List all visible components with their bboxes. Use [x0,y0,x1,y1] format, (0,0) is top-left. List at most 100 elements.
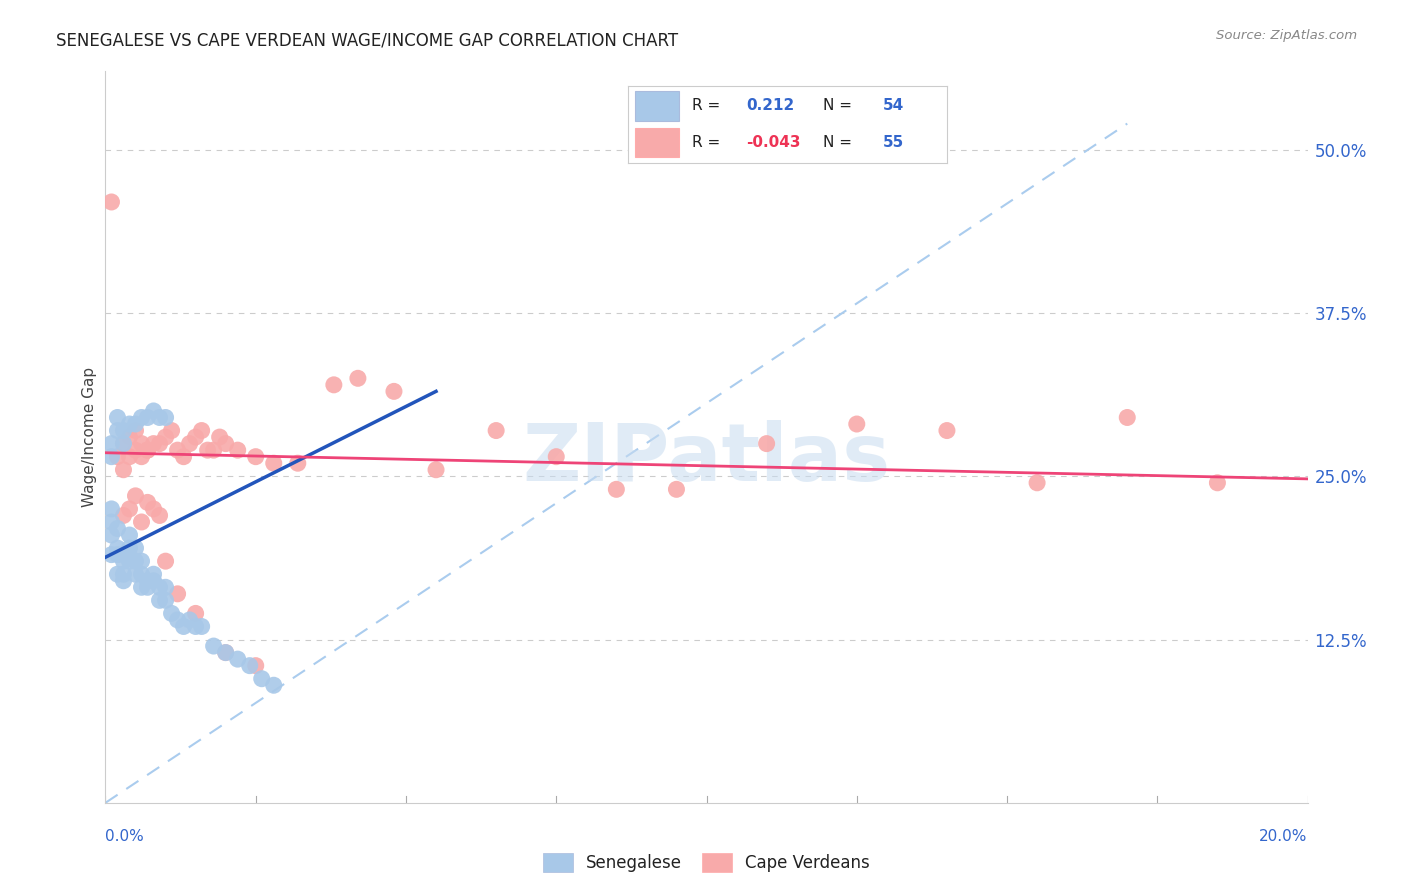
Point [239,658,262,673]
Point [112,436,135,450]
Point [179,436,201,450]
Point [148,410,170,425]
Point [131,450,153,464]
Point [263,456,285,470]
Point [136,443,159,458]
Text: 20.0%: 20.0% [1260,830,1308,844]
Point [166,587,188,601]
Text: ZIPatlas: ZIPatlas [523,420,890,498]
Point [179,613,201,627]
Point [100,194,122,209]
Point [118,430,141,444]
Point [148,436,170,450]
Point [1026,475,1049,490]
Point [112,424,135,438]
Point [755,436,778,450]
Point [136,580,159,594]
Point [190,424,212,438]
Point [245,450,267,464]
Point [322,377,344,392]
Point [202,443,225,458]
Point [173,619,195,633]
Point [112,436,135,450]
Point [112,567,135,582]
Point [124,424,146,438]
Point [155,554,177,568]
Point [131,436,153,450]
Point [107,450,129,464]
Point [166,613,188,627]
Y-axis label: Wage/Income Gap: Wage/Income Gap [82,367,97,508]
Point [142,567,165,582]
Point [118,554,141,568]
Point [226,652,249,666]
Point [155,593,177,607]
Point [142,436,165,450]
Point [936,424,959,438]
Point [107,548,129,562]
Point [118,541,141,555]
Point [124,541,146,555]
Point [136,443,159,458]
Point [160,424,183,438]
Point [118,528,141,542]
Point [136,410,159,425]
Point [665,483,688,497]
Point [173,450,195,464]
Point [845,417,868,431]
Point [155,430,177,444]
Point [155,410,177,425]
Point [1206,475,1229,490]
Point [263,678,285,692]
Point [214,646,236,660]
Point [190,619,212,633]
Point [100,436,122,450]
Point [250,672,273,686]
Point [226,443,249,458]
Point [136,574,159,588]
Point [118,502,141,516]
Point [118,417,141,431]
Legend: Senegalese, Cape Verdeans: Senegalese, Cape Verdeans [536,846,877,879]
Point [148,508,170,523]
Point [214,436,236,450]
Point [287,456,309,470]
Point [100,450,122,464]
Point [214,646,236,660]
Point [136,495,159,509]
Point [124,489,146,503]
Point [245,658,267,673]
Point [112,554,135,568]
Point [605,483,627,497]
Point [131,410,153,425]
Point [112,463,135,477]
Point [425,463,447,477]
Point [131,554,153,568]
Point [107,521,129,535]
Point [160,607,183,621]
Text: 0.0%: 0.0% [105,830,145,844]
Point [112,508,135,523]
Point [124,567,146,582]
Point [197,443,219,458]
Point [485,424,508,438]
Point [107,410,129,425]
Point [202,639,225,653]
Point [184,607,207,621]
Point [107,541,129,555]
Point [100,528,122,542]
Point [148,593,170,607]
Point [546,450,568,464]
Point [184,619,207,633]
Point [124,554,146,568]
Point [184,430,207,444]
Point [131,515,153,529]
Point [131,567,153,582]
Point [124,443,146,458]
Point [107,424,129,438]
Point [124,417,146,431]
Point [166,443,188,458]
Text: Source: ZipAtlas.com: Source: ZipAtlas.com [1216,29,1357,42]
Point [142,502,165,516]
Point [100,548,122,562]
